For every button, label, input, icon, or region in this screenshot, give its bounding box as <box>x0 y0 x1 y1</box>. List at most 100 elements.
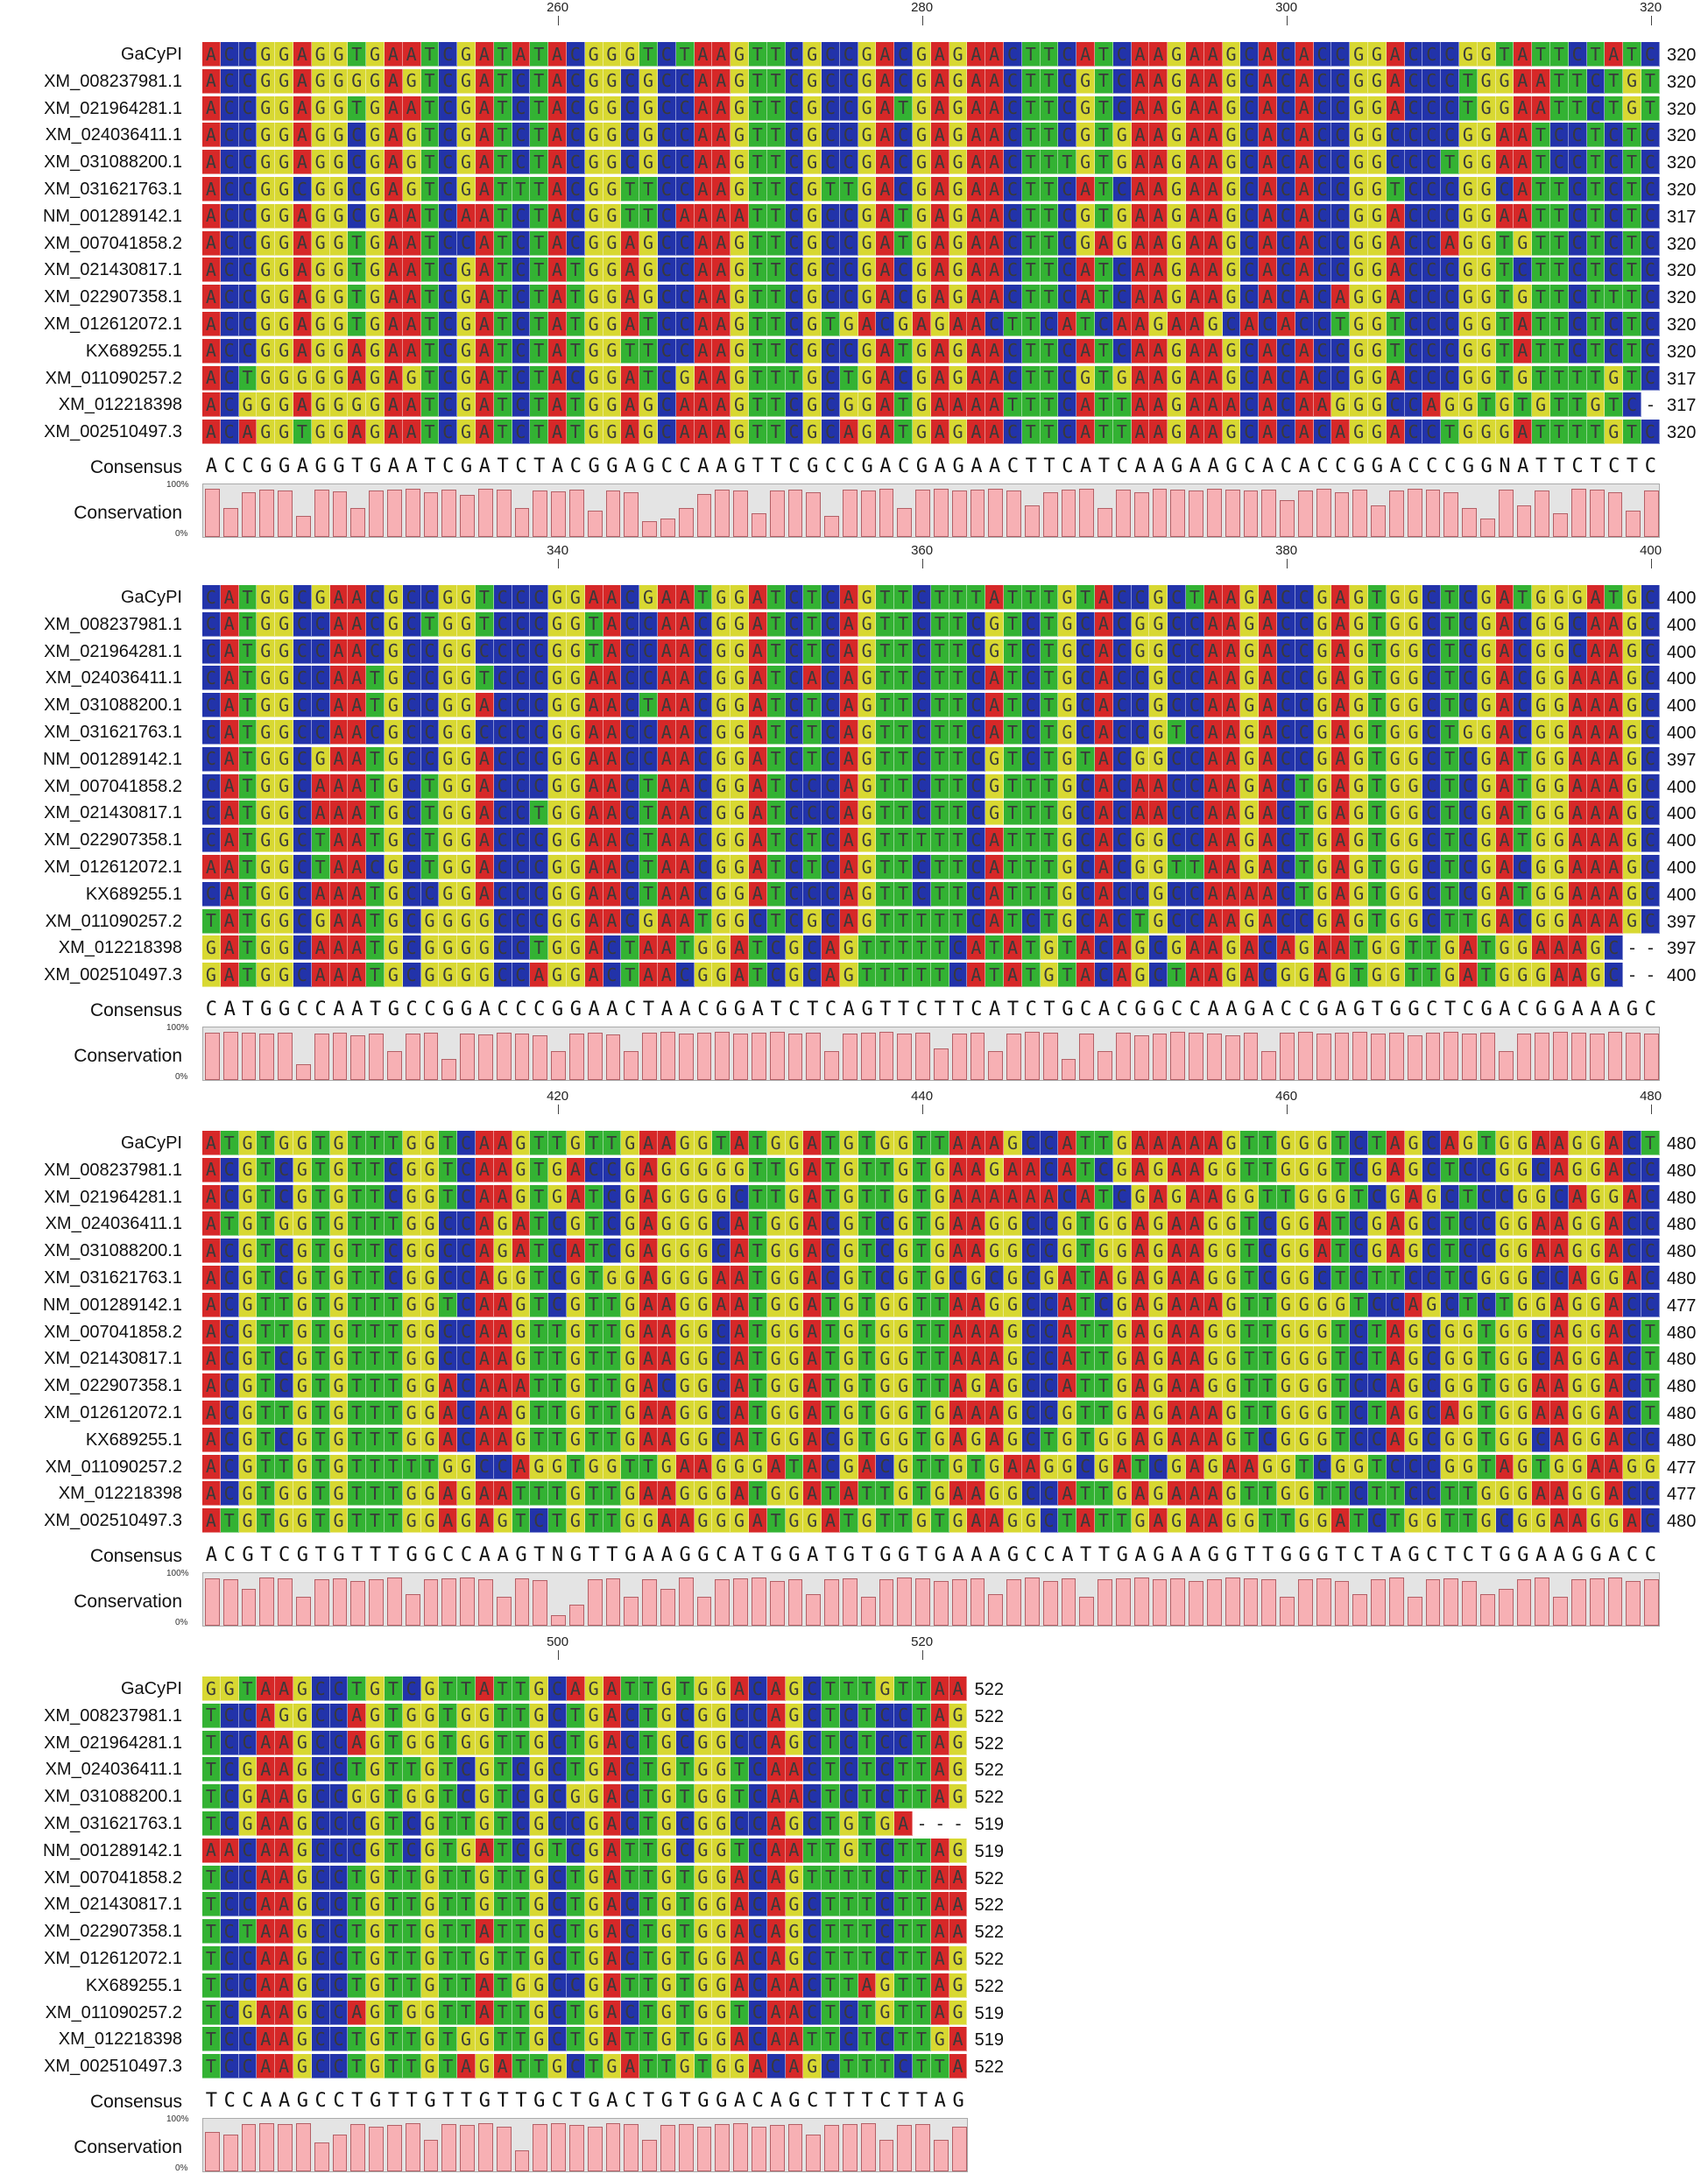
nucleotide-cell: G <box>402 1427 421 1452</box>
nucleotide-cell: A <box>985 365 1005 391</box>
nucleotide-cell: T <box>1368 881 1387 907</box>
nucleotide-cell: C <box>1458 1211 1478 1237</box>
nucleotide-cell: C <box>1422 828 1442 853</box>
nucleotide-cell: G <box>530 1784 549 1810</box>
nucleotide-cell: A <box>1532 1239 1550 1264</box>
nucleotide-cell: T <box>257 1292 276 1317</box>
nucleotide-cell: G <box>785 1373 804 1399</box>
nucleotide-cell: G <box>257 666 276 691</box>
nucleotide-cell: A <box>1549 1401 1569 1425</box>
nucleotide-cell: A <box>985 68 1005 94</box>
nucleotide-cell: C <box>1623 392 1641 418</box>
nucleotide-cell: G <box>621 1131 640 1155</box>
nucleotide-cell: A <box>1095 230 1113 256</box>
nucleotide-cell: T <box>584 1211 603 1237</box>
conservation-bar <box>1042 492 1058 537</box>
nucleotide-cell: G <box>566 720 585 745</box>
conservation-bar <box>1352 490 1368 537</box>
nucleotide-cell: G <box>1004 1427 1022 1452</box>
nucleotide-cell: T <box>1532 150 1550 175</box>
nucleotide-cell: A <box>1514 42 1533 67</box>
nucleotide-cell: C <box>402 855 421 879</box>
nucleotide-cell: G <box>985 1239 1005 1264</box>
nucleotide-cell: C <box>530 908 549 934</box>
nucleotide-cell: T <box>366 1401 385 1425</box>
nucleotide-cell: A <box>275 1784 293 1810</box>
nucleotide-cell: A <box>1259 68 1278 94</box>
nucleotide-cell: T <box>930 1346 949 1372</box>
nucleotide-cell: T <box>1568 365 1587 391</box>
conservation-bar <box>1097 1051 1112 1080</box>
nucleotide-cell: T <box>1514 801 1533 826</box>
nucleotide-cell: G <box>657 1730 676 1755</box>
nucleotide-cell: C <box>1641 42 1660 67</box>
conservation-bar <box>222 2135 238 2171</box>
nucleotide-cell: C <box>493 611 512 637</box>
nucleotide-cell: C <box>1277 746 1295 772</box>
consensus-char: G <box>1517 1544 1529 1566</box>
nucleotide-cell: C <box>1058 95 1077 121</box>
nucleotide-cell: T <box>748 1184 767 1210</box>
nucleotide-cell: G <box>238 1239 258 1264</box>
nucleotide-cell: A <box>402 392 421 418</box>
nucleotide-cell: G <box>1222 1184 1241 1210</box>
nucleotide-cell: G <box>348 392 367 418</box>
nucleotide-cell: G <box>439 720 458 745</box>
nucleotide-cell: A <box>675 801 695 826</box>
nucleotide-cell: T <box>1240 1346 1260 1372</box>
nucleotide-cell: A <box>1095 801 1113 826</box>
conservation-bar <box>222 1579 238 1626</box>
nucleotide-cell: T <box>766 392 786 418</box>
nucleotide-cell: A <box>475 258 494 283</box>
nucleotide-cell: A <box>220 773 239 799</box>
nucleotide-cell: G <box>257 150 276 175</box>
nucleotide-cell: G <box>275 177 293 201</box>
conservation-bar <box>1589 490 1605 537</box>
nucleotide-cell: G <box>1168 1508 1187 1534</box>
nucleotide-cell: C <box>202 828 221 853</box>
nucleotide-cell: T <box>748 1401 767 1425</box>
nucleotide-cell: T <box>566 258 585 283</box>
nucleotide-cell: A <box>985 666 1005 691</box>
nucleotide-cell: T <box>1004 693 1022 718</box>
nucleotide-cell: T <box>493 1973 512 1998</box>
nucleotide-cell: T <box>530 2054 549 2079</box>
consensus-char: G <box>424 1544 436 1566</box>
sequence-name: XM_031621763.1 <box>44 1814 182 1833</box>
nucleotide-cell: A <box>1076 338 1096 364</box>
nucleotide-cell: T <box>439 1157 458 1182</box>
nucleotide-cell: G <box>548 611 567 637</box>
nucleotide-cell: A <box>220 881 239 907</box>
nucleotide-cell: G <box>1477 338 1496 364</box>
conservation-chart <box>202 1572 1660 1627</box>
nucleotide-cell: C <box>530 639 549 664</box>
nucleotide-cell: C <box>384 1266 403 1290</box>
nucleotide-cell: A <box>1004 1184 1022 1210</box>
nucleotide-cell: C <box>675 338 695 364</box>
row-end-position: 522 <box>974 1761 1004 1781</box>
row-end-position: 522 <box>974 1923 1004 1943</box>
consensus-char: G <box>625 1544 637 1566</box>
nucleotide-cell: G <box>1112 1401 1132 1425</box>
nucleotide-cell: G <box>293 365 312 391</box>
nucleotide-cell: G <box>1368 963 1387 988</box>
nucleotide-cell: G <box>293 1319 312 1345</box>
nucleotide-cell: A <box>1222 746 1241 772</box>
nucleotide-cell: C <box>1422 42 1442 67</box>
ruler-tick-mark <box>557 1650 559 1660</box>
conservation-bar <box>278 2124 293 2171</box>
nucleotide-cell: T <box>220 1508 239 1534</box>
sequence-name: GaCyPI <box>120 45 182 64</box>
nucleotide-cell: C <box>1404 1266 1423 1290</box>
nucleotide-cell: A <box>329 963 349 988</box>
nucleotide-cell: G <box>1623 68 1641 94</box>
nucleotide-cell: G <box>657 2027 676 2052</box>
nucleotide-cell: G <box>420 1401 440 1425</box>
nucleotide-cell: T <box>530 150 549 175</box>
nucleotide-cell: G <box>913 338 931 364</box>
conservation-bar <box>1006 1579 1021 1626</box>
conservation-bar <box>1371 1579 1386 1626</box>
